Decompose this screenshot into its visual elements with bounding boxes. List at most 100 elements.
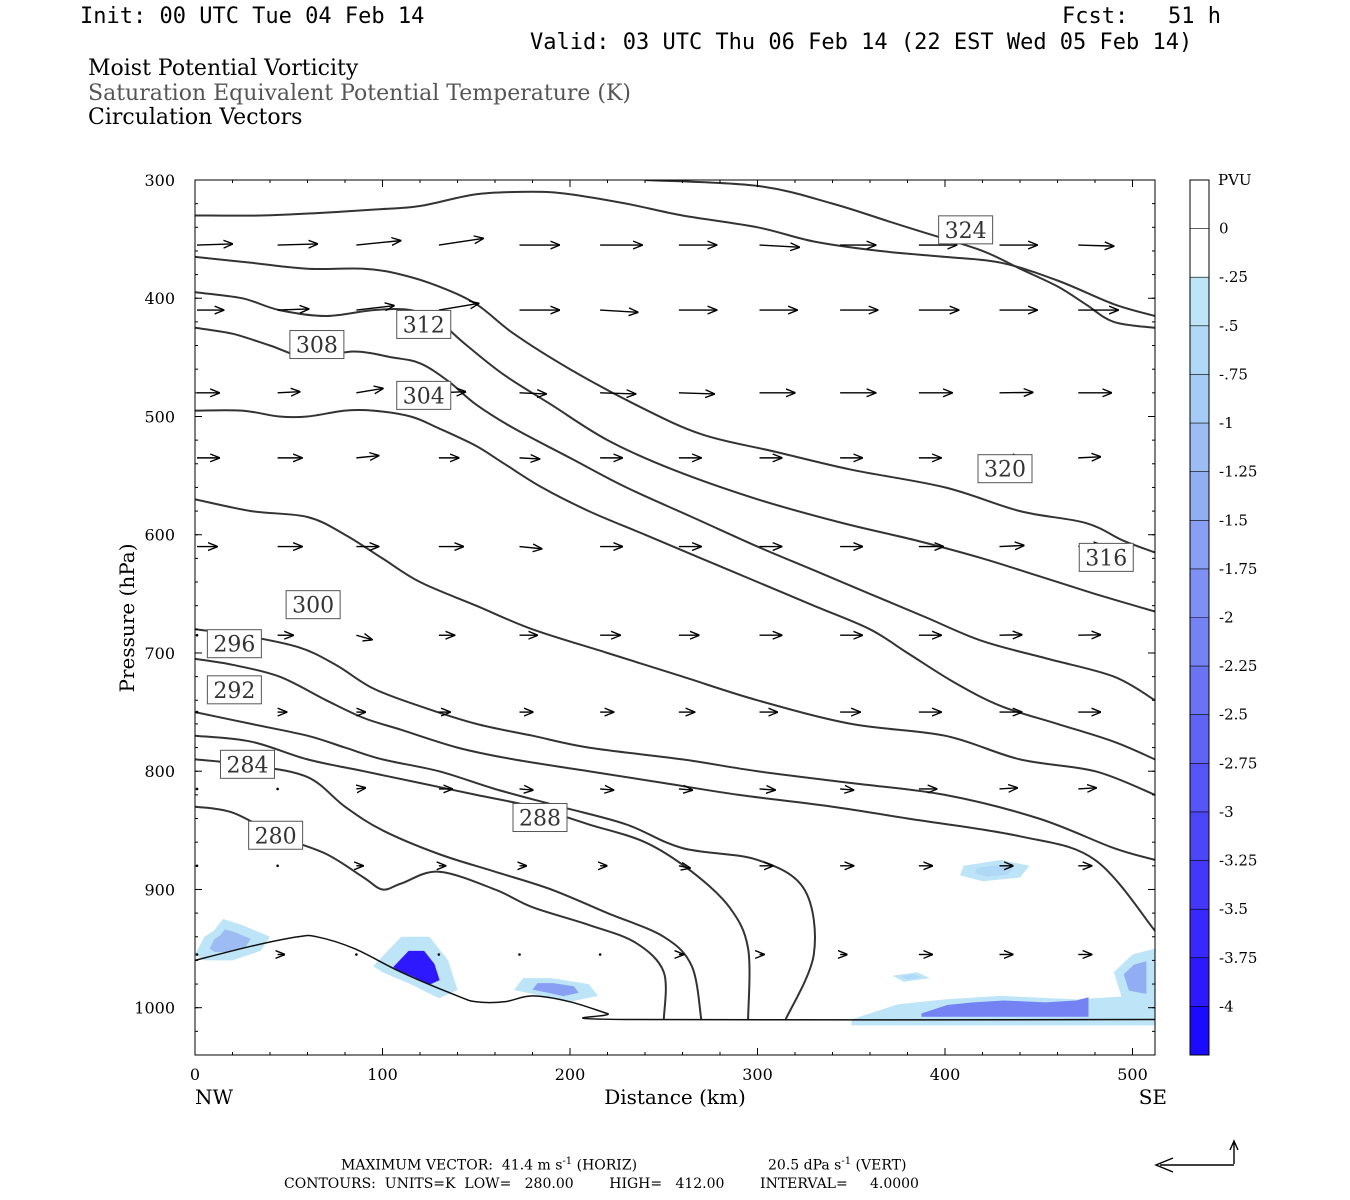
x-tick-label: 200 [555,1065,586,1084]
contour-label: 312 [403,313,445,338]
colorbar-label: -.25 [1219,268,1248,286]
contour-label: 316 [1085,546,1127,571]
contour-label-box [396,309,452,339]
vector-dot [195,710,199,714]
title-theta-es: Saturation Equivalent Potential Temperat… [88,81,631,106]
contour-label: 296 [213,633,255,658]
colorbar-label: -2.5 [1219,706,1248,724]
pv-core-1 [393,950,440,985]
circulation-vector [356,306,393,310]
colorbar-swatch [1190,909,1209,959]
colorbar-swatch [1190,763,1209,813]
colorbar-swatch [1190,666,1209,716]
colorbar-swatch [1190,520,1209,570]
colorbar-swatch [1190,860,1209,910]
circulation-vector [438,303,479,311]
contour-label: 304 [403,384,445,409]
colorbar-swatch [1190,714,1209,764]
vert-label: (VERT) [851,1157,907,1174]
contour-info: CONTOURS: UNITS=K LOW= 280.00 HIGH= 412.… [284,1176,919,1192]
y-axis-label: Pressure (hPa) [115,544,139,693]
x-tick-label: 0 [190,1065,200,1084]
circulation-vector [356,788,365,789]
contour-320 [195,255,1155,554]
colorbar-swatch [1190,811,1209,862]
forecast-hour: Fcst: 51 h [1062,4,1221,29]
colorbar-swatch [1190,568,1209,618]
max-vector-exp: -1 [562,1156,573,1167]
circulation-vector [519,393,546,394]
y-tick-label: 400 [144,289,175,308]
x-right-label: SE [1139,1085,1167,1109]
y-tick-label: 1000 [134,999,175,1018]
colorbar-label: -1.25 [1219,463,1257,481]
vector-dot [195,953,199,956]
circulation-vector [1078,457,1100,458]
circulation-vector [678,866,690,868]
contour-304 [195,498,1155,796]
contour-label: 300 [292,594,334,619]
x-axis-label: Distance (km) [604,1085,746,1109]
circulation-vector [678,393,714,394]
colorbar-label: -3.75 [1219,949,1257,967]
contour-308 [195,408,1155,761]
title-mpv: Moist Potential Vorticity [88,56,359,81]
colorbar-label: -4 [1219,997,1234,1015]
circulation-vector [1078,788,1096,789]
pv-core-2 [532,983,579,997]
terrain-line [195,934,1155,1021]
y-tick-label: 600 [144,526,175,545]
circulation-vector [999,788,1018,789]
contour-label-box [206,629,262,659]
contour-label-box [1078,542,1134,572]
reference-vector-icon [1154,1139,1239,1173]
vector-dot [276,787,279,791]
circulation-vector [277,309,309,310]
x-tick-label: 400 [930,1065,961,1084]
contour-300 [195,628,1155,861]
colorbar-swatch [1190,374,1209,424]
colorbar-label: -2.25 [1219,657,1257,675]
pv-core-4 [1123,961,1147,994]
colorbar-swatch [1190,423,1209,473]
circulation-vector [999,545,1024,546]
circulation-vector [600,310,637,312]
x-tick-label: 500 [1117,1065,1148,1084]
contour-label: 280 [255,824,297,849]
contour-292 [195,711,816,1020]
y-tick-label: 900 [144,880,175,899]
contour-328 [644,180,1155,329]
vector-dot [518,953,521,956]
colorbar-swatch [1190,957,1209,1007]
contour-296 [195,657,1155,932]
circulation-vector [356,241,400,245]
vert-vector-text: 20.5 dPa s [768,1157,842,1174]
colorbar-label: -1 [1219,414,1234,432]
contour-label-box [248,820,304,850]
vert-vector-exp: -1 [841,1156,852,1167]
y-tick-label: 300 [144,171,175,190]
vector-dot [355,953,358,956]
max-vector-text: MAXIMUM VECTOR: 41.4 m s [341,1157,563,1174]
circulation-vector [600,393,635,394]
circulation-vector [600,789,613,790]
colorbar-label: -1.5 [1219,511,1248,529]
circulation-vector [840,789,853,790]
x-tick-label: 300 [742,1065,773,1084]
vector-dot [276,864,279,868]
circulation-vector [519,547,542,549]
contour-label-box [206,675,262,705]
init-time: Init: 00 UTC Tue 04 Feb 14 [80,4,425,29]
contour-label-box [285,590,341,620]
circulation-vector [678,789,692,790]
circulation-vector [277,392,300,393]
colorbar-label: -2 [1219,609,1234,627]
circulation-vector [277,244,318,245]
x-tick-label: 100 [367,1065,398,1084]
circulation-vector [356,388,382,392]
contour-284 [195,758,703,1020]
y-tick-label: 500 [144,407,175,426]
contour-316 [195,291,1155,613]
contour-288 [195,734,751,1020]
contour-label-box [396,380,452,410]
